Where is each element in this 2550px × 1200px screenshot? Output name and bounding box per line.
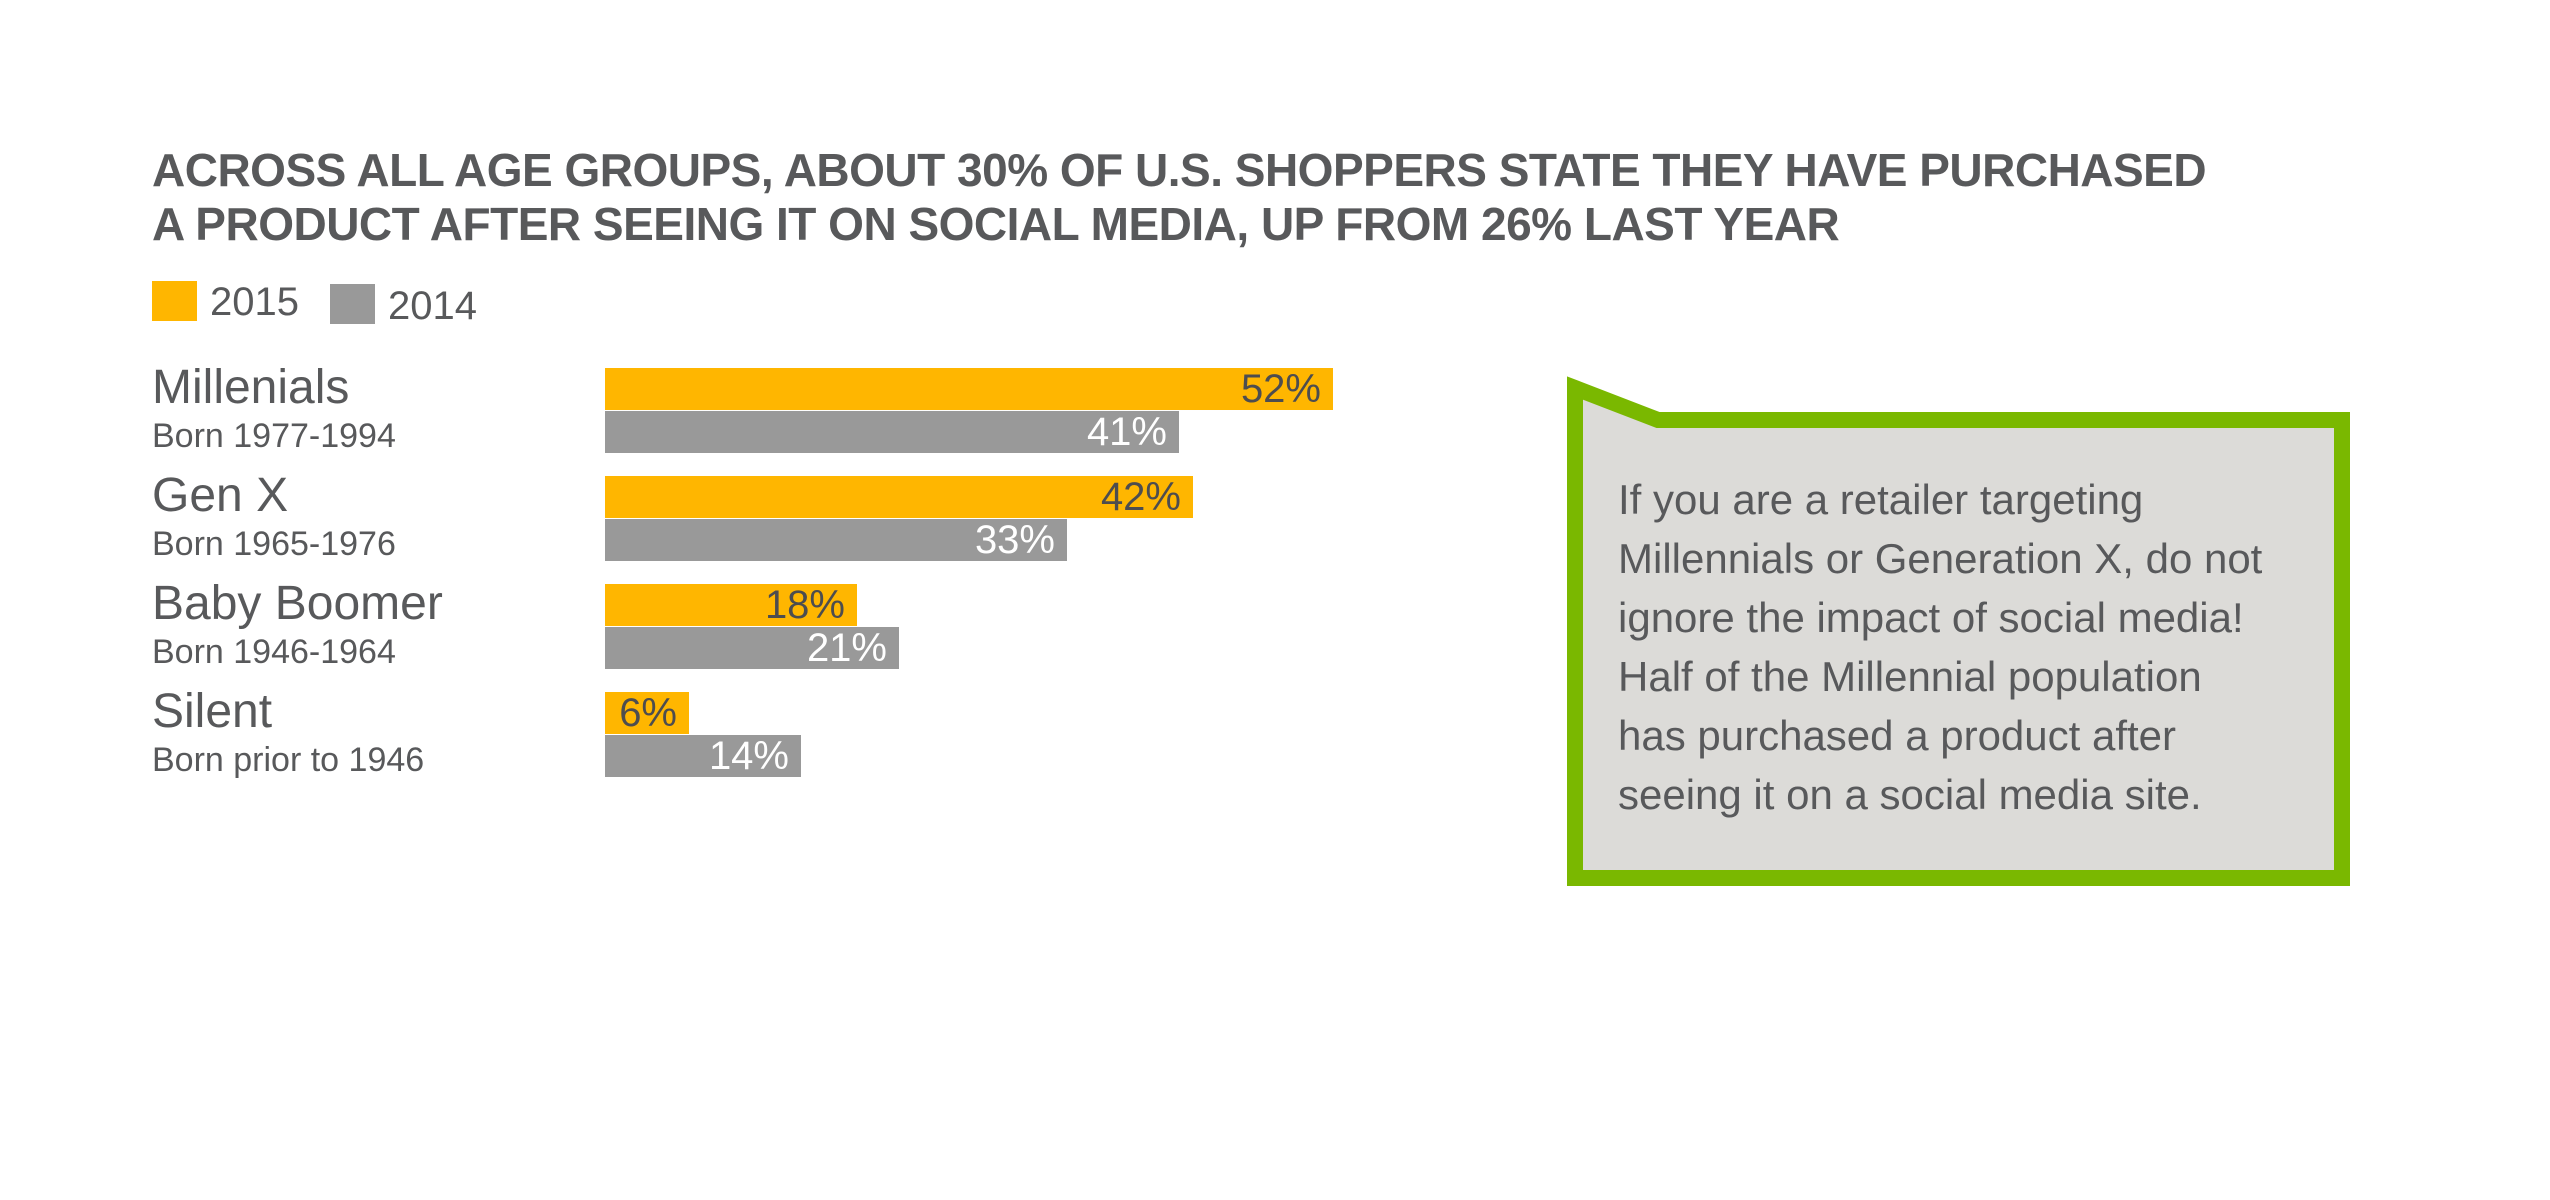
category-label: Silent (152, 685, 273, 738)
category-subtitle: Born 1946-1964 (152, 633, 396, 671)
bar-2014 (605, 411, 1179, 453)
bar-2015 (605, 584, 857, 626)
bar-2015 (605, 692, 689, 734)
data-label: 52% (1240, 367, 1321, 411)
callout-line: ignore the impact of social media! (1618, 594, 2244, 641)
category-subtitle: Born 1977-1994 (152, 417, 396, 455)
legend-label-2014: 2014 (388, 284, 477, 328)
data-label: 41% (1086, 410, 1167, 454)
category-label: Baby Boomer (152, 577, 443, 630)
data-label: 33% (974, 518, 1055, 562)
legend-label-2015: 2015 (210, 280, 299, 324)
legend-swatch-2014 (330, 284, 375, 324)
data-label: 6% (619, 691, 677, 735)
data-label: 21% (806, 626, 887, 670)
callout-shape (1567, 376, 2350, 886)
chart-title-line: A PRODUCT AFTER SEEING IT ON SOCIAL MEDI… (152, 198, 1840, 250)
legend-swatch-2015 (152, 281, 197, 321)
bar-2015 (605, 368, 1333, 410)
bar-2014 (605, 735, 801, 777)
data-label: 42% (1100, 475, 1181, 519)
callout-text: If you are a retailer targeting Millenni… (1618, 470, 2358, 824)
callout-line: If you are a retailer targeting (1618, 476, 2144, 523)
callout-line: seeing it on a social media site. (1618, 771, 2202, 818)
callout-line: Millennials or Generation X, do not (1618, 535, 2263, 582)
chart-title: ACROSS ALL AGE GROUPS, ABOUT 30% OF U.S.… (152, 143, 2452, 251)
category-label: Gen X (152, 469, 289, 522)
callout-line: has purchased a product after (1618, 712, 2177, 759)
bar-2014 (605, 519, 1067, 561)
data-label: 18% (764, 583, 845, 627)
category-label: Millenials (152, 361, 350, 414)
category-subtitle: Born prior to 1946 (152, 741, 425, 779)
chart-title-line: ACROSS ALL AGE GROUPS, ABOUT 30% OF U.S.… (152, 144, 2207, 196)
bar-2015 (605, 476, 1193, 518)
data-label: 14% (708, 734, 789, 778)
callout-line: Half of the Millennial population (1618, 653, 2202, 700)
bar-2014 (605, 627, 899, 669)
category-subtitle: Born 1965-1976 (152, 525, 396, 563)
